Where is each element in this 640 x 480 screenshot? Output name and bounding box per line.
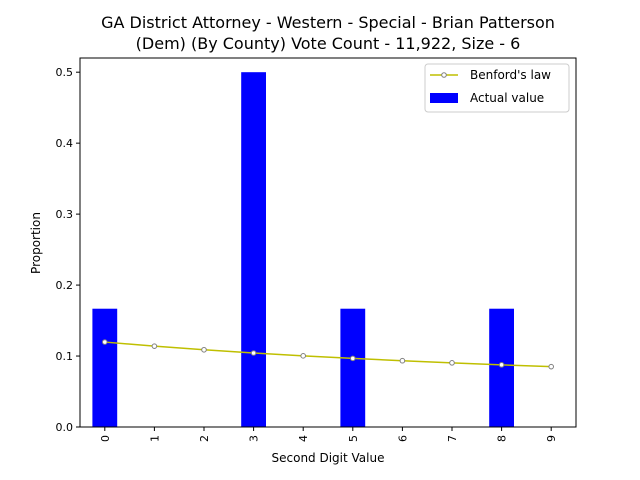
benford-point-1 bbox=[151, 343, 158, 349]
benford-point-3 bbox=[250, 350, 257, 356]
benford-point-0 bbox=[102, 339, 108, 345]
y-tick-label-0.2: 0.2 bbox=[56, 279, 74, 292]
legend: Benford's law Actual value bbox=[424, 63, 570, 113]
x-tick-label-9: 9 bbox=[545, 435, 558, 442]
y-tick-label-0.4: 0.4 bbox=[56, 137, 74, 150]
benford-point-5 bbox=[350, 355, 356, 362]
x-axis-label: Second Digit Value bbox=[272, 451, 385, 465]
x-tick-label-6: 6 bbox=[396, 435, 409, 442]
bar-digit-5 bbox=[340, 308, 366, 427]
benford-line bbox=[104, 341, 552, 368]
y-tick-label-0.5: 0.5 bbox=[56, 66, 74, 79]
y-tick-label-0.1: 0.1 bbox=[56, 350, 74, 363]
x-tick-label-1: 1 bbox=[148, 435, 161, 442]
x-tick-label-8: 8 bbox=[496, 435, 509, 442]
x-tick-label-0: 0 bbox=[99, 435, 112, 442]
x-tick-label-3: 3 bbox=[248, 435, 261, 442]
x-tick-label-7: 7 bbox=[446, 435, 459, 442]
benford-point-6 bbox=[399, 357, 406, 364]
y-axis-label: Proportion bbox=[29, 212, 43, 274]
chart-title-line-2: (Dem) (By County) Vote Count - 11,922, S… bbox=[136, 34, 521, 53]
chart-title-line-1: GA District Attorney - Western - Special… bbox=[101, 13, 555, 32]
benford-point-2 bbox=[201, 346, 207, 353]
benford-point-4 bbox=[300, 353, 307, 359]
bar-digit-3 bbox=[241, 72, 266, 427]
axes-frame bbox=[79, 57, 577, 428]
y-tick-label-0.3: 0.3 bbox=[56, 208, 74, 221]
legend-actual-bar-sample bbox=[430, 93, 458, 103]
benford-point-8 bbox=[498, 362, 505, 368]
y-tick-label-0.0: 0.0 bbox=[56, 421, 74, 434]
legend-label-actual: Actual value bbox=[470, 91, 544, 105]
x-tick-label-5: 5 bbox=[347, 435, 360, 442]
x-tick-label-4: 4 bbox=[297, 435, 310, 442]
bar-digit-0 bbox=[92, 308, 118, 427]
legend-benford-marker bbox=[441, 72, 447, 78]
bar-digit-8 bbox=[489, 308, 514, 427]
legend-label-benford: Benford's law bbox=[470, 68, 551, 82]
plot-area: 0.0 0.1 0.2 0.3 0.4 0.5 0 1 2 3 4 5 6 7 8 9 bbox=[56, 57, 577, 442]
benford-point-7 bbox=[449, 360, 455, 366]
legend-box bbox=[424, 63, 570, 113]
benford-point-9 bbox=[548, 363, 555, 370]
x-tick-label-2: 2 bbox=[198, 435, 211, 442]
